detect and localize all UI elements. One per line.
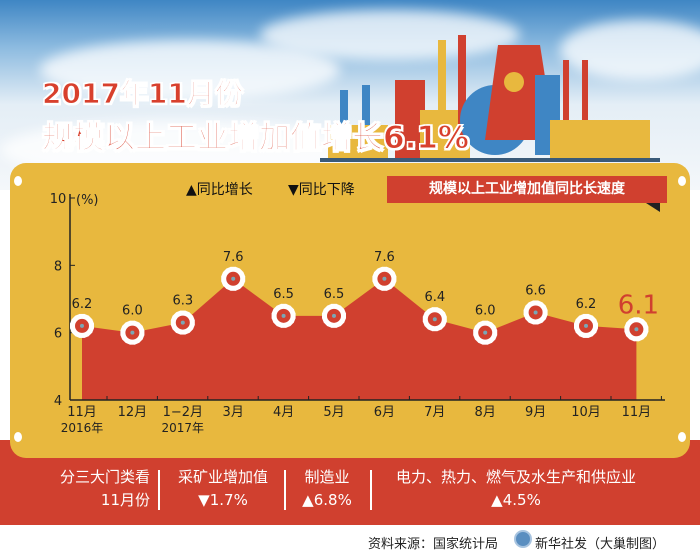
data-label: 6.4 (424, 290, 445, 305)
x-tick-label: 12月 (118, 405, 148, 420)
credit: 新华社发（大巢制图） (535, 537, 666, 552)
page-title-line1: 2017年11月份 (42, 77, 244, 111)
x-tick-label: 4月 (273, 405, 294, 420)
gear-marker-icon (624, 317, 649, 342)
data-label: 6.3 (172, 294, 193, 309)
gear-marker-icon (69, 313, 95, 338)
x-tick-label: 7月 (424, 405, 445, 420)
year-label: 2017年 (162, 421, 205, 435)
y-tick-label: 4 (54, 394, 62, 409)
data-label: 6.0 (475, 304, 496, 319)
manufacturing-value: ▲6.8% (302, 491, 352, 509)
legend-flag (646, 203, 660, 212)
breakdown-mining: 采矿业增加值 ▼1.7% (163, 466, 283, 512)
data-label: 6.5 (324, 287, 345, 302)
y-tick-label: 6 (54, 327, 62, 342)
legend-increase: ▲同比增长 (186, 182, 253, 198)
breakdown-heading-line1: 分三大门类看 (59, 468, 150, 486)
xinhua-logo-icon (514, 530, 532, 548)
divider (370, 470, 372, 510)
x-tick-label: 6月 (374, 405, 395, 420)
breakdown-manufacturing: 制造业 ▲6.8% (288, 466, 366, 512)
y-tick-label: 8 (54, 259, 62, 274)
legend-decrease: ▼同比下降 (288, 182, 355, 198)
data-label: 7.6 (223, 250, 244, 265)
area-fill (82, 278, 637, 400)
mining-label: 采矿业增加值 (177, 468, 268, 486)
breakdown-utilities: 电力、热力、燃气及水生产和供应业 ▲4.5% (376, 466, 656, 512)
x-tick-label: 11月 (622, 405, 652, 420)
factory-illustration (320, 35, 660, 162)
x-tick-label: 5月 (323, 405, 344, 420)
series-legend-box: 规模以上工业增加值同比长速度 (387, 176, 667, 203)
gear-marker-icon (120, 320, 145, 345)
gear-marker-icon (271, 303, 296, 328)
y-tick-label: 10 (50, 192, 67, 207)
year-label: 2016年 (61, 421, 104, 435)
data-label: 6.2 (72, 297, 93, 312)
utilities-value: ▲4.5% (491, 491, 541, 509)
gear-marker-icon (573, 313, 599, 338)
data-label: 6.2 (576, 297, 597, 312)
manufacturing-label: 制造业 (304, 468, 350, 486)
divider (158, 470, 160, 510)
divider (284, 470, 286, 510)
x-tick-label: 9月 (525, 405, 546, 420)
gear-marker-icon (321, 303, 347, 328)
page-title-line2: 规模以上工业增加值增长6.1% (42, 120, 470, 157)
breakdown-heading: 分三大门类看 11月份 (40, 466, 150, 512)
y-axis-unit: (%) (76, 193, 99, 208)
data-label: 6.6 (525, 283, 546, 298)
x-tick-label: 8月 (475, 405, 496, 420)
data-label: 6.0 (122, 304, 143, 319)
breakdown-heading-line2: 11月份 (100, 491, 150, 509)
gear-marker-icon (473, 320, 498, 345)
data-label: 7.6 (374, 250, 395, 265)
gear-marker-icon (422, 307, 447, 332)
gear-marker-icon (372, 266, 397, 291)
mining-value: ▼1.7% (198, 491, 248, 509)
gear-marker-icon (221, 266, 246, 291)
x-tick-label: 3月 (223, 405, 244, 420)
data-source: 资料来源：国家统计局 (368, 537, 499, 552)
data-label: 6.1 (618, 290, 659, 320)
gear-marker-icon (170, 310, 195, 335)
x-tick-label: 11月 (67, 405, 97, 420)
utilities-label: 电力、热力、燃气及水生产和供应业 (395, 468, 636, 486)
x-tick-label: 1−2月 (163, 405, 203, 420)
gear-marker-icon (523, 300, 548, 325)
x-tick-label: 10月 (571, 405, 601, 420)
data-label: 6.5 (273, 287, 294, 302)
